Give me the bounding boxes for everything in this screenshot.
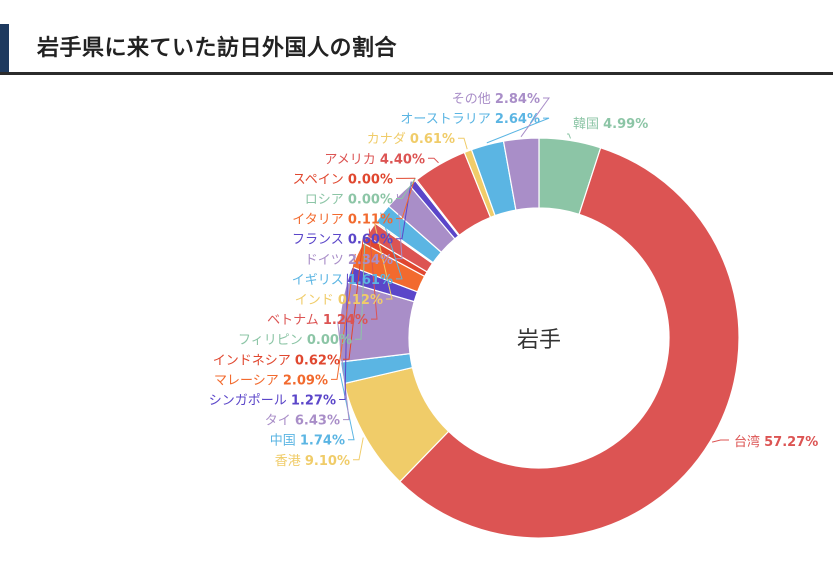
leader-line-18 (458, 137, 468, 150)
slice-label-name-2: 香港 (275, 454, 305, 469)
slice-label-value-5: 1.27% (291, 394, 336, 409)
slice-label-18: カナダ 0.61% (367, 132, 455, 147)
slice-label-name-4: タイ (265, 414, 295, 429)
slice-label-14: イタリア 0.11% (292, 213, 393, 228)
slice-label-name-7: インドネシア (213, 353, 295, 368)
slice-label-value-3: 1.74% (300, 434, 345, 449)
slice-label-value-12: 2.34% (348, 253, 393, 268)
slice-label-name-6: マレーシア (214, 373, 283, 388)
slice-label-value-13: 0.60% (348, 233, 393, 248)
header-accent-bar (0, 24, 9, 73)
slice-label-name-16: スペイン (293, 172, 348, 187)
slice-label-value-0: 4.99% (603, 117, 648, 132)
slice-label-value-14: 0.11% (348, 213, 393, 228)
leader-line-9 (368, 228, 378, 320)
slice-label-value-4: 6.43% (295, 414, 340, 429)
slice-label-2: 香港 9.10% (275, 454, 350, 469)
slice-group (338, 137, 740, 539)
leader-line-0 (567, 133, 571, 139)
slice-label-9: ベトナム 1.24% (267, 313, 368, 328)
center-label: 岩手 (517, 328, 561, 353)
slice-label-13: フランス 0.60% (292, 233, 393, 248)
slice-label-name-14: イタリア (292, 213, 348, 228)
leader-line-8 (355, 235, 366, 340)
leader-line-2 (353, 437, 364, 461)
slice-label-0: 韓国 4.99% (573, 117, 648, 132)
slice-label-value-10: 0.12% (338, 293, 383, 308)
label-group: 韓国 4.99% 台湾 57.27% 香港 9.10% 中国 1.74% タイ 6.43… (209, 92, 819, 469)
slice-label-name-17: アメリカ (324, 152, 379, 167)
slice-label-name-18: カナダ (367, 132, 410, 147)
leader-line-19 (486, 117, 550, 144)
slice-label-7: インドネシア 0.62% (213, 353, 340, 368)
slice-label-value-9: 1.24% (323, 313, 368, 328)
slice-label-3: 中国 1.74% (270, 434, 345, 449)
slice-label-name-5: シンガポール (209, 394, 291, 409)
slice-label-value-6: 2.09% (283, 373, 328, 388)
leader-line-17 (428, 157, 439, 164)
leader-line-10 (373, 221, 393, 300)
slice-label-value-11: 1.61% (348, 273, 393, 288)
leader-line-group (331, 97, 729, 461)
slice-label-value-17: 4.40% (380, 152, 425, 167)
leader-line-15 (396, 178, 416, 199)
slice-label-value-15: 0.00% (348, 193, 393, 208)
slice-label-name-13: フランス (292, 233, 348, 248)
leader-line-11 (380, 212, 403, 280)
slice-label-value-7: 0.62% (295, 353, 340, 368)
slice-label-value-18: 0.61% (410, 132, 455, 147)
slice-label-name-12: ドイツ (305, 253, 348, 268)
leader-line-4 (337, 321, 350, 421)
page-header: 岩手県に来ていた訪日外国人の割合 (0, 0, 833, 75)
slice-label-20: その他 2.84% (452, 92, 540, 107)
slice-label-name-1: 台湾 (734, 434, 764, 450)
slice-label-12: ドイツ 2.34% (305, 253, 393, 268)
slice-label-name-10: インド (295, 293, 338, 308)
slice-label-value-1: 57.27% (764, 435, 818, 450)
slice-label-name-20: その他 (452, 92, 495, 107)
leader-line-14 (396, 178, 416, 220)
slice-label-5: シンガポール 1.27% (209, 394, 336, 409)
slice-label-value-20: 2.84% (495, 92, 540, 107)
slice-label-name-19: オーストラリア (400, 112, 494, 127)
slice-label-value-16: 0.00% (348, 172, 393, 187)
slice-label-name-3: 中国 (270, 434, 300, 449)
leader-line-1 (711, 439, 729, 443)
slice-label-8: フィリピン 0.00% (238, 333, 352, 348)
slice-label-value-8: 0.00% (307, 333, 352, 348)
page-title: 岩手県に来ていた訪日外国人の割合 (37, 36, 398, 61)
leader-line-20 (520, 97, 550, 138)
header-divider (0, 72, 833, 75)
slice-label-6: マレーシア 2.09% (214, 373, 328, 388)
leader-line-6 (331, 253, 356, 380)
slice-label-19: オーストラリア 2.64% (400, 112, 540, 127)
slice-label-17: アメリカ 4.40% (324, 152, 425, 167)
slice-label-name-11: イギリス (292, 273, 348, 288)
slice-label-11: イギリス 1.61% (292, 273, 393, 288)
slice-label-value-2: 9.10% (305, 454, 350, 469)
leader-line-7 (343, 238, 364, 360)
slice-label-name-9: ベトナム (267, 313, 323, 328)
slice-label-10: インド 0.12% (295, 293, 383, 308)
slice-label-15: ロシア 0.00% (305, 193, 393, 208)
slice-label-1: 台湾 57.27% (734, 434, 818, 450)
slice-label-16: スペイン 0.00% (293, 172, 393, 187)
slice-label-name-15: ロシア (305, 193, 348, 208)
donut-slice-20[interactable] (502, 137, 540, 211)
slice-label-4: タイ 6.43% (265, 414, 340, 429)
slice-label-name-8: フィリピン (238, 333, 307, 348)
leader-line-12 (396, 193, 403, 260)
slice-label-value-19: 2.64% (495, 112, 540, 127)
slice-label-name-0: 韓国 (573, 117, 603, 132)
donut-slice-1[interactable] (398, 146, 740, 539)
